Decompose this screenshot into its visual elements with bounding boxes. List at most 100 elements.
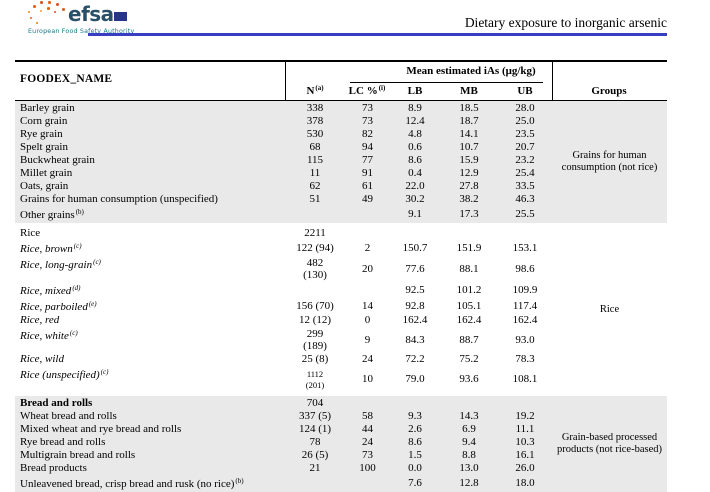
ias-span-underline — [350, 82, 543, 83]
table-row: Rice, mixed(d) 92.5 101.2 109.9 — [15, 282, 552, 298]
foodex-name: Buckwheat grain — [20, 154, 95, 166]
efsa-logo: efsa European Food Safety Authority — [28, 1, 178, 37]
ub-cell: 25.0 — [515, 115, 535, 127]
header-divider — [552, 62, 553, 100]
foodex-name-cell: Spelt grain — [15, 141, 285, 154]
foodex-name: Barley grain — [20, 102, 75, 114]
foodex-name: Bread products — [20, 462, 87, 474]
mb-cell: 93.6 — [459, 372, 479, 385]
foodex-name-cell: Rice, red — [15, 314, 285, 327]
n-cell: 122 (94) — [296, 241, 334, 254]
n-cell: 11 — [309, 167, 321, 179]
section-rows: Rice 2211 Rice, brown(c) 122 (94) 2 150.7 151.… — [15, 227, 552, 392]
table-row: Bread products 21 100 0.0 13.0 26.0 — [15, 462, 552, 475]
lc-cell: 100 — [359, 462, 376, 474]
footnote-marker: (c) — [93, 258, 101, 266]
mb-cell: 105.1 — [456, 299, 482, 312]
ub-cell: 98.6 — [515, 262, 535, 275]
foodex-name: Rice, wild — [20, 353, 64, 365]
foodex-name-cell: Unleavened bread, crisp bread and rusk (… — [15, 475, 285, 491]
col-header-mb: MB — [460, 85, 478, 97]
col-header-n: N(a) — [306, 84, 323, 97]
group-cell: Grains for human consumption (not rice) — [561, 150, 658, 173]
n-cell: 25 (8) — [301, 353, 329, 365]
ub-cell: 108.1 — [512, 372, 538, 385]
lc-cell: 82 — [362, 128, 373, 140]
lb-cell: 92.5 — [405, 283, 425, 296]
mb-cell: 13.0 — [459, 462, 479, 474]
n-cell: 124 (1) — [298, 423, 332, 435]
mb-cell: 75.2 — [459, 353, 479, 365]
foodex-name-cell: Rice, wild — [15, 353, 285, 366]
footnote-marker: (a) — [315, 84, 324, 92]
foodex-name: Rice, red — [20, 314, 60, 326]
lc-cell: 9 — [364, 333, 371, 346]
table-row: Buckwheat grain 115 77 8.6 15.9 23.2 — [15, 154, 552, 167]
table-section: Bread and rolls 704 Wheat bread and rolls 3… — [15, 396, 667, 492]
table-row: Rice, red 12 (12) 0 162.4 162.4 162.4 — [15, 314, 552, 327]
foodex-name: Rice, parboiled — [20, 301, 88, 313]
col-header-foodex-name: FOODEX_NAME — [20, 73, 113, 85]
n-cell: 704 — [306, 397, 324, 409]
lc-cell: 20 — [362, 262, 373, 275]
mb-cell: 18.5 — [459, 102, 479, 114]
footnote-marker: (c) — [73, 242, 82, 250]
col-header-n-label: N — [306, 85, 315, 97]
foodex-name: Rice — [20, 227, 41, 239]
footnote-marker: (b) — [235, 477, 244, 485]
n-cell: 62 — [309, 180, 321, 192]
table-row: Multigrain bread and rolls 26 (5) 73 1.5 8.8… — [15, 449, 552, 462]
n-cell: 2211 — [304, 227, 326, 239]
n-value-line2: (130) — [303, 269, 327, 281]
mb-cell: 10.7 — [459, 141, 479, 153]
ub-cell: 10.3 — [515, 436, 535, 448]
foodex-name-cell: Rye bread and rolls — [15, 436, 285, 449]
n-cell: 78 — [309, 436, 321, 448]
ub-cell: 18.0 — [515, 476, 535, 489]
mb-cell: 12.8 — [459, 476, 479, 489]
lb-cell: 12.4 — [405, 115, 425, 127]
foodex-name-cell: Rice — [15, 227, 285, 240]
table-row: Barley grain 338 73 8.9 18.5 28.0 — [15, 102, 552, 115]
table-section: Barley grain 338 73 8.9 18.5 28.0 Corn grain 37… — [15, 101, 667, 223]
lb-cell: 4.8 — [408, 128, 422, 140]
n-cell: 156 (70) — [296, 299, 334, 312]
n-cell: 299 (189) — [285, 328, 345, 352]
lc-cell: 73 — [362, 115, 373, 127]
foodex-name-cell: Rice, long-grain(c) — [15, 256, 285, 272]
lc-cell: 10 — [362, 372, 373, 385]
footnote-marker: (e) — [88, 300, 97, 308]
foodex-name-cell: Barley grain — [15, 102, 285, 115]
table-row: Corn grain 378 73 12.4 18.7 25.0 — [15, 115, 552, 128]
lb-cell: 22.0 — [405, 180, 425, 192]
foodex-name: Corn grain — [20, 115, 68, 127]
n-value-line2: (201) — [305, 380, 325, 390]
lc-cell: 44 — [362, 423, 373, 435]
n-cell: 68 — [309, 141, 321, 153]
table-row: Unleavened bread, crisp bread and rusk (… — [15, 475, 552, 491]
n-value-line1: 482 — [306, 257, 324, 269]
n-cell: 26 (5) — [301, 449, 329, 461]
lb-cell: 92.8 — [405, 299, 425, 312]
lc-cell: 24 — [362, 353, 373, 365]
foodex-name-cell: Rye grain — [15, 128, 285, 141]
efsa-wordmark: efsa — [68, 2, 114, 26]
ub-cell: 153.1 — [512, 241, 538, 254]
lb-cell: 79.0 — [405, 372, 425, 385]
foodex-name: Rice, mixed — [20, 285, 72, 297]
lc-cell: 73 — [362, 102, 373, 114]
table-row: Rye grain 530 82 4.8 14.1 23.5 — [15, 128, 552, 141]
mb-cell: 151.9 — [456, 241, 482, 254]
footnote-marker: (c) — [69, 329, 78, 337]
mb-cell: 162.4 — [456, 314, 482, 326]
lb-cell: 9.3 — [408, 410, 422, 422]
document-header: efsa European Food Safety Authority Diet… — [0, 0, 710, 60]
lb-cell: 150.7 — [402, 241, 428, 254]
mb-cell: 6.9 — [462, 423, 476, 435]
section-rows: Bread and rolls 704 Wheat bread and rolls 3… — [15, 397, 552, 491]
mb-cell: 8.8 — [462, 449, 476, 461]
lb-cell: 0.6 — [408, 141, 422, 153]
exposure-table: FOODEX_NAME N(a) LC %(i) Mean estimated … — [15, 60, 667, 492]
mb-cell: 88.7 — [459, 333, 479, 346]
ub-cell: 26.0 — [515, 462, 535, 474]
